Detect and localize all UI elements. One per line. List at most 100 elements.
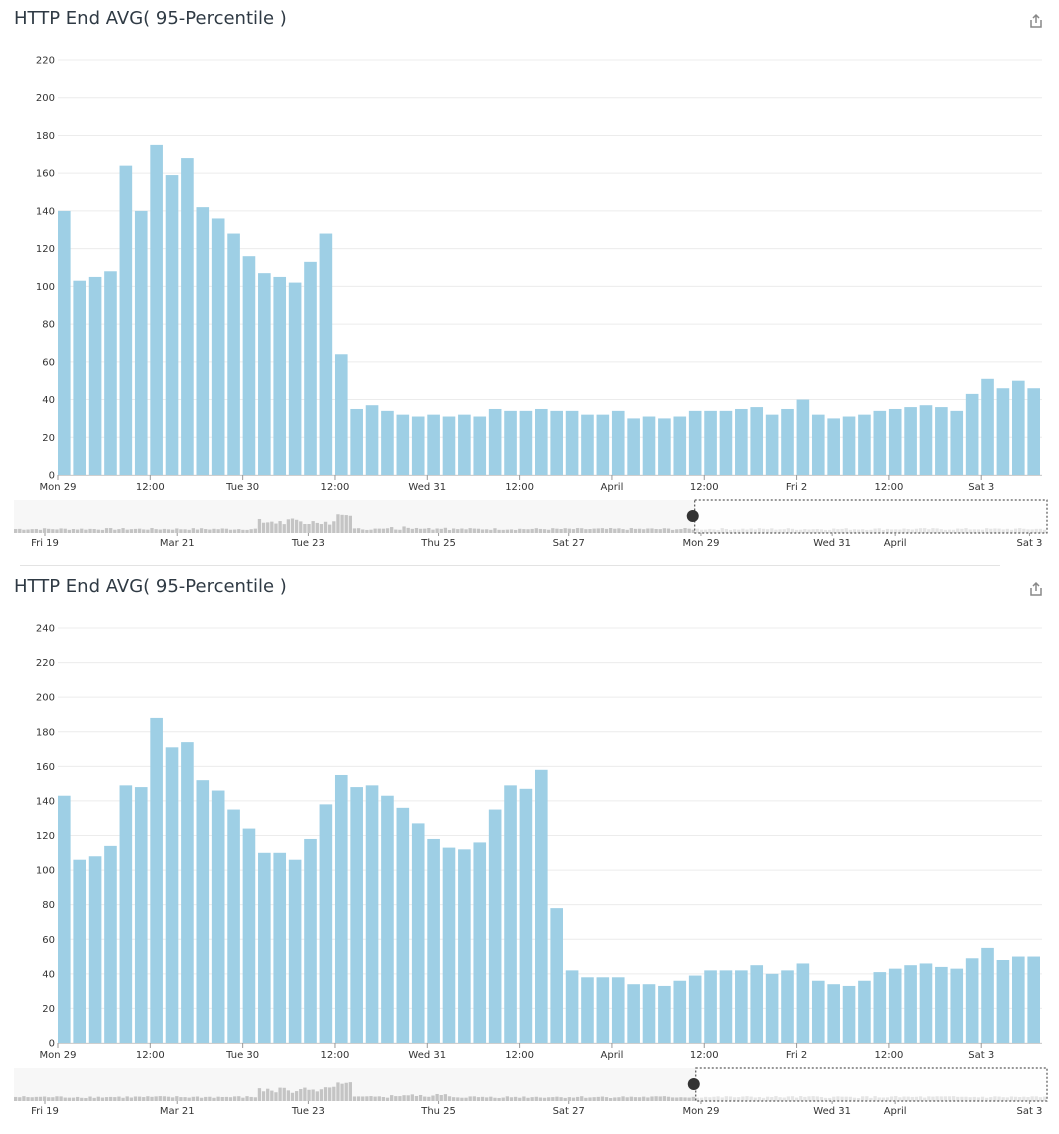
bar (150, 144, 163, 476)
navigator-bar (294, 519, 299, 533)
navigator-bar (336, 1082, 340, 1101)
navigator-bar (162, 528, 167, 533)
y-tick-label: 60 (42, 357, 55, 368)
navigator-bar (662, 1096, 667, 1101)
bar (811, 980, 825, 1043)
bar (1027, 388, 1040, 475)
bar (642, 984, 656, 1043)
navigator-bar (208, 529, 212, 533)
y-tick-label: 60 (42, 935, 55, 946)
navigator-bar (84, 529, 88, 533)
bar (781, 408, 794, 475)
bar (1011, 380, 1025, 475)
navigator-bar (501, 529, 505, 533)
y-tick-label: 120 (36, 831, 55, 842)
navigator-bar (390, 527, 394, 533)
navigator-bar (670, 1097, 675, 1101)
navigator-bar (658, 529, 662, 533)
navigator-bar (88, 528, 92, 533)
navigator-bar (609, 528, 613, 533)
navigator-bar (617, 1097, 621, 1101)
y-tick-label: 140 (36, 206, 55, 217)
bar-chart: 0 20 40 60 80 100 120 140 160 180 200 220 240 Mon 29 1… (14, 624, 1048, 1117)
bar (242, 256, 256, 475)
navigator-bar (18, 1097, 22, 1101)
navigator-bar (129, 529, 134, 533)
navigator-bar (100, 529, 105, 533)
navigator-bar (625, 1097, 629, 1101)
navigator-bar (30, 1097, 34, 1101)
bar (411, 416, 425, 475)
navigator-bar (542, 1097, 547, 1101)
navigator-tick-label: April (884, 538, 907, 549)
navigator-bar (51, 1097, 55, 1101)
navigator-bar (373, 1096, 377, 1101)
navigator-bar (241, 529, 245, 533)
navigator-bar (501, 1097, 505, 1101)
navigator-bar (216, 529, 220, 533)
navigator-bar (348, 1082, 352, 1101)
navigator-bar (518, 528, 522, 533)
navigator-bar (485, 529, 489, 533)
navigator-handle[interactable] (686, 510, 699, 522)
navigator-bar (613, 528, 617, 533)
navigator-tick-label: Fri 19 (31, 1106, 59, 1117)
bar (627, 418, 640, 475)
navigator-bar (522, 529, 526, 533)
navigator-bar (489, 529, 493, 533)
x-tick-label: 12:00 (690, 482, 719, 493)
navigator-bar (604, 528, 609, 533)
bar (965, 393, 979, 475)
panel-divider (20, 565, 1000, 566)
navigator-bar (613, 1097, 617, 1101)
navigator-bar (385, 1097, 390, 1101)
bar (119, 785, 133, 1043)
bar (981, 378, 994, 475)
navigator-bar (344, 1082, 348, 1101)
navigator-bar (319, 524, 324, 533)
navigator-bar (580, 1096, 584, 1101)
navigator-bar (22, 1096, 26, 1101)
navigator-bar (497, 529, 501, 533)
navigator-bar (621, 529, 625, 533)
bar (950, 410, 964, 475)
navigator-bar (406, 1095, 410, 1101)
share-button[interactable] (1027, 12, 1045, 30)
navigator-bar (332, 1086, 336, 1101)
share-button[interactable] (1027, 580, 1045, 598)
navigator-bar (513, 1096, 518, 1101)
navigator-bar (410, 528, 414, 533)
navigator-bar (650, 528, 654, 533)
navigator-bar (472, 528, 476, 533)
navigator-bar (30, 529, 34, 533)
bar (704, 970, 717, 1043)
navigator-bar (38, 1096, 43, 1101)
navigator-bar (117, 1096, 121, 1101)
navigator-bar (654, 528, 658, 533)
x-tick-label: 12:00 (136, 1050, 165, 1061)
bar (350, 787, 363, 1043)
navigator-bar (133, 1096, 138, 1101)
bar (304, 261, 317, 475)
navigator-bar (266, 1088, 270, 1101)
bar (827, 984, 840, 1043)
navigator-bar (348, 515, 352, 533)
bar (981, 947, 994, 1043)
navigator-bar (439, 528, 443, 533)
navigator-bar (617, 528, 621, 533)
bar (350, 408, 363, 475)
navigator-bar (567, 1097, 571, 1101)
navigator-bar (142, 1097, 146, 1101)
bar (288, 859, 302, 1043)
navigator-bar (315, 522, 319, 533)
navigator-bar (683, 1097, 687, 1101)
navigator-bar (385, 528, 390, 533)
bar (796, 399, 810, 475)
navigator-handle[interactable] (687, 1078, 700, 1090)
bar (658, 985, 671, 1043)
navigator-bar (199, 1097, 204, 1101)
navigator-bar (220, 528, 224, 533)
bar (581, 977, 594, 1043)
bar (873, 410, 887, 475)
bar (534, 408, 548, 475)
